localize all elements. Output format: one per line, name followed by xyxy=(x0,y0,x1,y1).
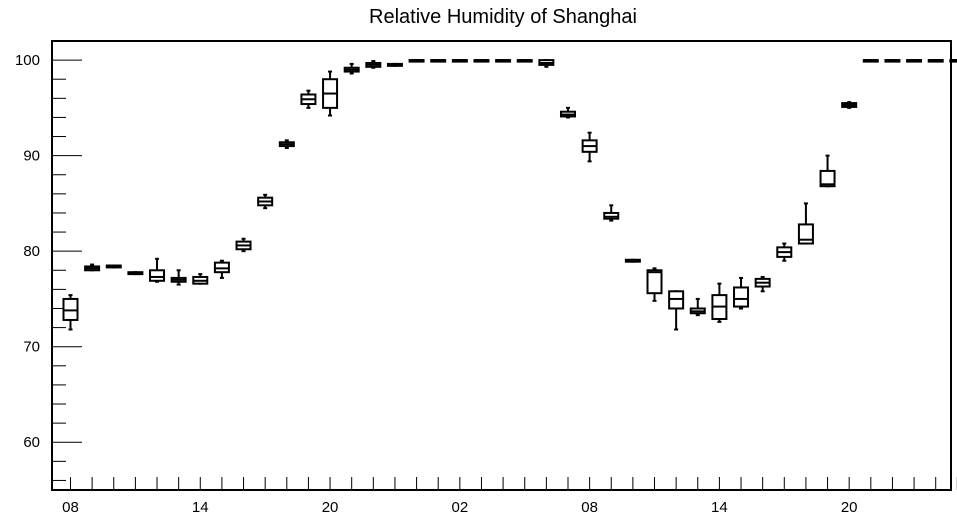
x-tick-label: 14 xyxy=(192,499,209,516)
x-tick-label: 20 xyxy=(841,499,858,516)
box-hour-10 xyxy=(278,139,295,149)
box-hour-34 xyxy=(797,202,814,245)
box-hour-0 xyxy=(62,294,79,331)
y-axis: 60 70 80 90 100 xyxy=(15,40,82,481)
box-hour-7 xyxy=(213,259,230,279)
y-tick-label: 90 xyxy=(23,148,40,165)
x-tick-label: 14 xyxy=(711,499,728,516)
box-hour-32 xyxy=(754,275,771,293)
box-hour-21 xyxy=(516,59,533,63)
box-hour-28 xyxy=(668,290,685,331)
box-hour-22 xyxy=(538,59,555,68)
box-hour-27 xyxy=(646,267,663,302)
box-hour-41 xyxy=(949,59,957,63)
box-hour-2 xyxy=(105,264,122,269)
x-tick-label: 08 xyxy=(581,499,598,516)
y-tick-label: 60 xyxy=(23,434,40,451)
box-hour-17 xyxy=(430,59,447,63)
box-hour-14 xyxy=(365,60,382,69)
box-hour-24 xyxy=(581,131,598,163)
box-hour-6 xyxy=(192,273,209,285)
box-iqr xyxy=(149,269,166,282)
box-hour-30 xyxy=(711,282,728,323)
box-hour-5 xyxy=(170,269,187,286)
box-hour-16 xyxy=(408,59,425,63)
y-tick-label: 100 xyxy=(15,52,40,69)
box-iqr xyxy=(646,269,663,295)
plot-frame xyxy=(51,40,952,491)
chart-title: Relative Humidity of Shanghai xyxy=(369,6,637,28)
box-hour-23 xyxy=(559,106,576,119)
box-hour-40 xyxy=(927,59,944,63)
box-hour-13 xyxy=(343,62,360,75)
box-hour-1 xyxy=(84,263,101,272)
box-hour-11 xyxy=(300,89,317,109)
box-hour-18 xyxy=(451,59,468,63)
x-tick-label: 20 xyxy=(322,499,339,516)
box-hour-39 xyxy=(906,59,923,63)
box-hour-33 xyxy=(776,242,793,262)
box-hour-36 xyxy=(841,101,858,109)
box-hour-31 xyxy=(733,276,750,310)
box-hour-25 xyxy=(603,204,620,222)
box-hour-35 xyxy=(819,154,836,188)
y-tick-label: 70 xyxy=(23,339,40,356)
box-hour-26 xyxy=(624,258,641,263)
x-axis: 081420020814200208 xyxy=(62,477,957,516)
box-hour-15 xyxy=(386,62,403,67)
box-hour-19 xyxy=(473,59,490,63)
box-iqr xyxy=(819,169,836,188)
x-tick-label: 08 xyxy=(62,499,79,516)
box-series xyxy=(62,59,957,331)
box-hour-9 xyxy=(257,193,274,210)
box-hour-38 xyxy=(884,59,901,63)
y-tick-label: 80 xyxy=(23,243,40,260)
box-hour-12 xyxy=(322,70,339,117)
x-tick-label: 02 xyxy=(451,499,468,516)
box-hour-3 xyxy=(127,271,144,276)
box-iqr xyxy=(733,286,750,308)
box-hour-37 xyxy=(862,59,879,63)
box-hour-29 xyxy=(689,297,706,317)
box-hour-4 xyxy=(149,257,166,283)
box-hour-8 xyxy=(235,237,252,253)
box-hour-20 xyxy=(495,59,512,63)
